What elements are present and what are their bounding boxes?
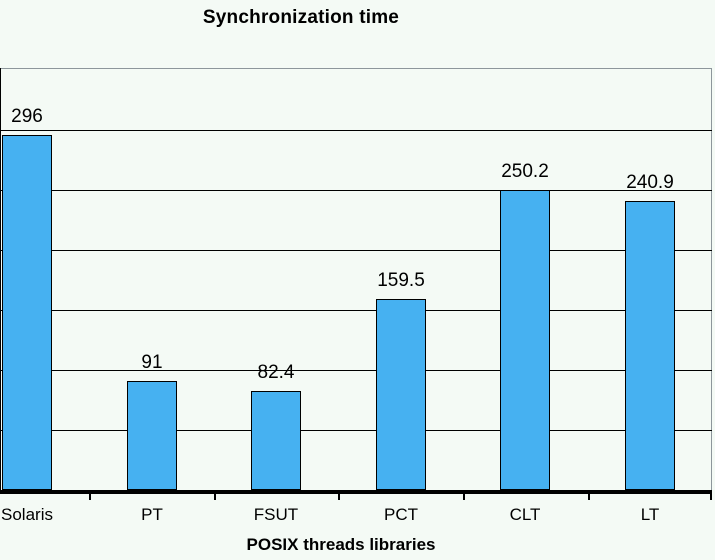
category-label: PCT [384, 505, 418, 524]
axis-tick [89, 490, 91, 500]
bar [500, 190, 550, 490]
category-label: Solaris [1, 505, 53, 524]
y-axis-line [0, 68, 1, 494]
gridline [0, 130, 712, 131]
gridline [0, 310, 712, 311]
bar [127, 381, 177, 490]
bar [251, 391, 301, 490]
axis-tick [588, 490, 590, 500]
category-label: LT [640, 505, 660, 524]
bar-value-label: 91 [141, 352, 163, 373]
bar [625, 201, 675, 490]
bar-value-label: 159.5 [377, 270, 425, 291]
category-label: PT [141, 505, 163, 524]
axis-tick [338, 490, 340, 500]
plot-area [0, 68, 712, 491]
axis-tick [463, 490, 465, 500]
bar [376, 299, 426, 490]
bar-value-label: 296 [11, 106, 43, 127]
bar [2, 135, 52, 490]
bar-value-label: 82.4 [257, 362, 295, 383]
axis-tick [214, 490, 216, 500]
category-label: FSUT [253, 505, 299, 524]
x-axis-title: POSIX threads libraries [246, 535, 436, 554]
gridline [0, 190, 712, 191]
bar-value-label: 250.2 [501, 161, 549, 182]
category-label: CLT [509, 505, 541, 524]
axis-tick [710, 490, 712, 500]
gridline [0, 430, 712, 431]
x-axis-line [0, 490, 712, 494]
gridline [0, 250, 712, 251]
bar-value-label: 240.9 [626, 172, 674, 193]
chart-title: Synchronization time [202, 7, 400, 28]
gridline [0, 370, 712, 371]
